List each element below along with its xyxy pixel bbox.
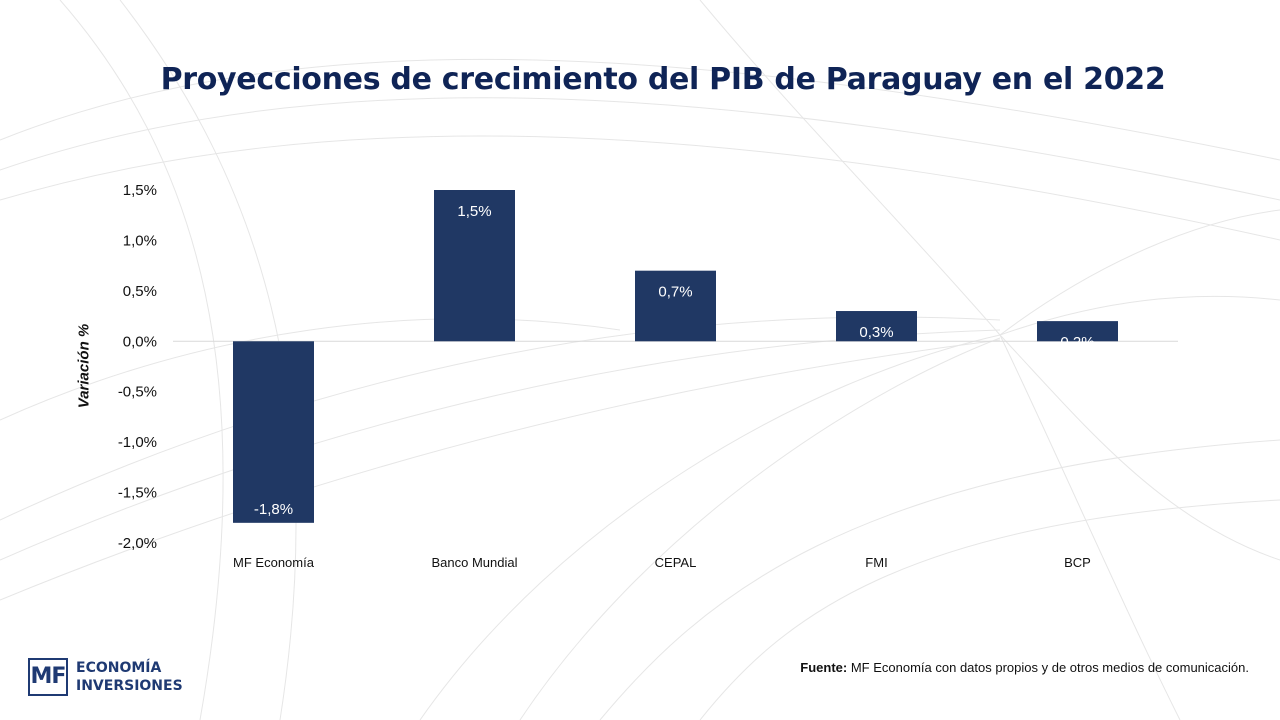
logo-wordmark: ECONOMÍA INVERSIONES — [76, 659, 183, 695]
bar — [1037, 321, 1118, 342]
source-text: MF Economía con datos propios y de otros… — [847, 660, 1249, 675]
x-category-label: FMI — [865, 555, 887, 570]
source-note: Fuente: MF Economía con datos propios y … — [800, 660, 1249, 675]
bar — [434, 190, 515, 342]
chart-title: Proyecciones de crecimiento del PIB de P… — [160, 62, 1166, 97]
y-tick-label: -0,5% — [118, 384, 157, 401]
x-category-label: Banco Mundial — [432, 555, 518, 570]
bar — [635, 270, 716, 342]
x-category-label: CEPAL — [655, 555, 697, 570]
y-tick-label: 0,5% — [123, 283, 157, 300]
logo-mark: MF — [28, 658, 68, 696]
y-axis-label: Variación % — [75, 323, 93, 409]
bar — [233, 341, 314, 523]
bar-data-label: 0,3% — [859, 324, 893, 341]
bar-data-label: -1,8% — [254, 501, 293, 518]
company-logo: MF ECONOMÍA INVERSIONES — [28, 658, 188, 700]
y-tick-label: -1,5% — [118, 485, 157, 502]
y-tick-label: -2,0% — [118, 535, 157, 552]
logo-line-1: ECONOMÍA — [76, 660, 162, 676]
y-tick-label: 1,0% — [123, 232, 157, 249]
y-tick-label: 0,0% — [123, 333, 157, 350]
y-tick-label: -1,0% — [118, 434, 157, 451]
y-tick-label: 1,5% — [123, 182, 157, 199]
x-category-label: MF Economía — [233, 555, 315, 570]
bar-data-label: 0,7% — [658, 284, 692, 301]
x-category-label: BCP — [1064, 555, 1091, 570]
logo-line-2: INVERSIONES — [76, 678, 183, 694]
bar-data-label: 0,2% — [1060, 334, 1094, 351]
bar — [836, 311, 917, 342]
bar-data-label: 1,5% — [457, 203, 491, 220]
source-label: Fuente: — [800, 660, 848, 675]
